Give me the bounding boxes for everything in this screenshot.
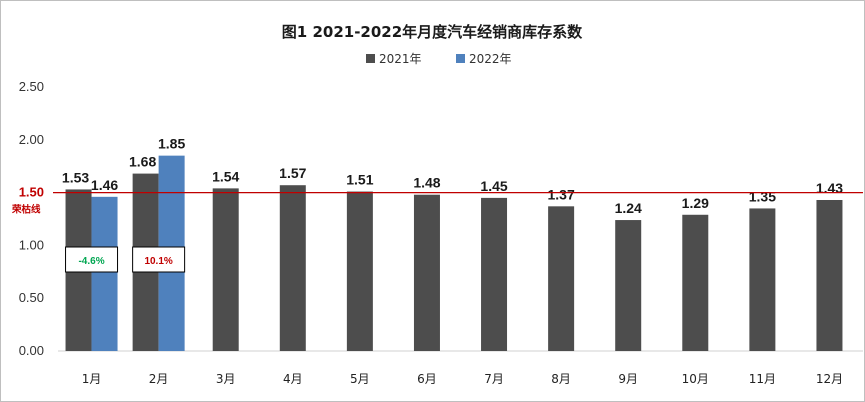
data-label-2021-2: 1.68 [129, 154, 156, 170]
data-label-2022-2: 1.85 [158, 136, 185, 152]
legend-label-2021: 2021年 [379, 52, 422, 66]
data-label-2021-8: 1.37 [548, 186, 575, 202]
bar-2021-5 [346, 191, 373, 351]
x-tick-label-1: 1月 [82, 372, 102, 386]
x-tick-label-9: 9月 [618, 372, 638, 386]
y-tick-label-0-00: 0.00 [19, 343, 44, 358]
bar-2021-10 [682, 214, 709, 351]
data-label-2021-7: 1.45 [480, 178, 507, 194]
bar-2021-11 [749, 208, 776, 351]
change-box-2 [132, 246, 186, 273]
bar-2021-3 [212, 188, 239, 351]
plot-area: 0.00 0.50 1.00 2.00 2.50 1.53 1.46 1月 1.681.85 2月… [11, 79, 863, 386]
change-box-1 [65, 246, 119, 273]
data-label-2021-4: 1.57 [279, 165, 306, 181]
bar-2021-6 [413, 194, 440, 351]
x-tick-label-8: 8月 [551, 372, 571, 386]
data-label-2021-5: 1.51 [346, 172, 373, 188]
x-tick-label-6: 6月 [417, 372, 437, 386]
x-tick-label-12: 12月 [816, 372, 843, 386]
data-label-2021-1: 1.53 [62, 169, 89, 185]
change-label-1: -4.6% [78, 256, 104, 267]
legend-swatch-2021 [366, 54, 375, 63]
y-tick-label-2-00: 2.00 [19, 132, 44, 147]
change-label-2: 10.1% [144, 256, 172, 267]
x-tick-label-5: 5月 [350, 372, 370, 386]
y-tick-label-1-00: 1.00 [19, 237, 44, 252]
bar-2021-8 [548, 206, 575, 351]
x-tick-label-11: 11月 [749, 372, 776, 386]
data-label-2021-11: 1.35 [749, 188, 776, 204]
x-tick-label-7: 7月 [484, 372, 504, 386]
bar-2021-9 [615, 220, 642, 351]
data-label-2021-10: 1.29 [682, 195, 709, 211]
data-label-2021-6: 1.48 [413, 175, 440, 191]
x-tick-label-3: 3月 [216, 372, 236, 386]
x-tick-label-4: 4月 [283, 372, 303, 386]
bar-2022-1 [91, 196, 118, 351]
legend-label-2022: 2022年 [469, 52, 512, 66]
data-label-2021-12: 1.43 [816, 180, 843, 196]
bar-2021-12 [816, 199, 843, 351]
bar-2021-4 [279, 185, 306, 351]
reference-line-value: 1.50 [19, 185, 44, 200]
x-tick-label-2: 2月 [149, 372, 169, 386]
legend-swatch-2022 [456, 54, 465, 63]
y-tick-label-0-50: 0.50 [19, 290, 44, 305]
chart-title: 图1 2021-2022年月度汽车经销商库存系数 [282, 23, 583, 41]
reference-line-label: 荣枯线 [11, 204, 41, 216]
data-label-2021-9: 1.24 [615, 200, 642, 216]
y-tick-label-2-50: 2.50 [19, 79, 44, 94]
bar-2021-7 [481, 197, 508, 351]
data-label-2021-3: 1.54 [212, 168, 239, 184]
legend: 2021年 2022年 [366, 52, 512, 66]
data-label-2022-1: 1.46 [91, 177, 118, 193]
x-tick-label-10: 10月 [682, 372, 709, 386]
